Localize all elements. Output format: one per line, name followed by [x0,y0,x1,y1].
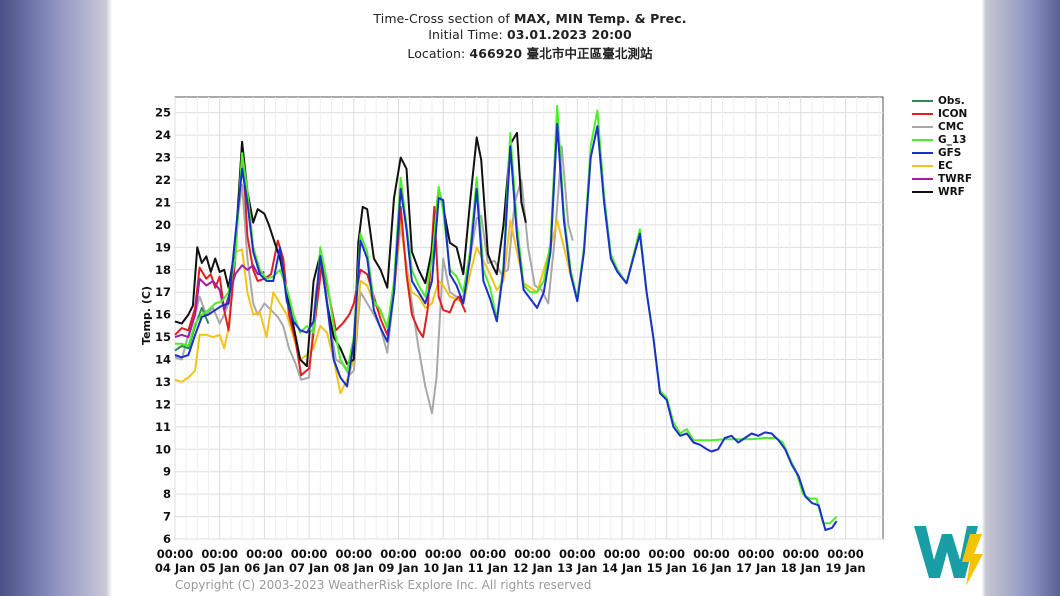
legend-swatch [912,138,933,141]
legend-label: GFS [938,146,962,159]
legend-swatch [912,151,933,154]
series-line-icon [174,140,467,377]
x-tick-time: 00:00 [827,547,864,561]
x-tick-date: 15 Jan [647,561,687,575]
x-tick-time: 00:00 [246,547,283,561]
x-tick-time: 00:00 [738,547,775,561]
y-tick-label: 19 [155,240,171,254]
y-tick-label: 22 [155,173,171,187]
y-tick-label: 21 [155,195,171,209]
initial-time-value: 03.01.2023 20:00 [506,27,632,42]
x-tick-date: 11 Jan [468,561,508,575]
location: Location: 466920 臺北市中正區臺北測站 [0,43,1060,62]
weatherrisk-logo-icon [914,526,983,586]
y-tick-label: 25 [155,106,171,120]
x-tick-time: 00:00 [470,547,507,561]
location-value: 466920 臺北市中正區臺北測站 [469,46,653,61]
legend-label: WRF [938,186,965,199]
legend-label: G_13 [938,133,967,146]
logo-bolt-shape [962,534,983,586]
legend-item: TWRF [912,173,972,186]
legend-item: EC [912,159,972,172]
x-tick-date: 16 Jan [691,561,731,575]
y-tick-label: 20 [155,218,171,232]
x-tick-time: 00:00 [335,547,372,561]
title-bold: MAX, MIN Temp. & Prec. [513,11,687,26]
x-tick-date: 08 Jan [334,561,374,575]
legend: Obs. ICON CMC G_13 GFS EC TWRF WRF [912,94,972,199]
y-tick-label: 12 [155,397,171,411]
legend-item: Obs. [912,94,972,107]
legend-item: WRF [912,186,972,199]
y-tick-label: 13 [155,375,171,389]
y-tick-label: 23 [155,151,171,165]
y-tick-label: 18 [155,263,171,277]
x-tick-date: 05 Jan [200,561,240,575]
series-line-wrf [174,131,527,368]
x-tick-date: 10 Jan [423,561,463,575]
x-tick-time: 00:00 [693,547,730,561]
initial-time: Initial Time: 03.01.2023 20:00 [0,27,1060,42]
x-tick-date: 17 Jan [736,561,776,575]
y-tick-label: 7 [163,510,171,524]
x-tick-date: 07 Jan [289,561,329,575]
legend-swatch [912,191,933,194]
logo-w-shape [914,526,978,578]
y-tick-label: 6 [163,532,171,546]
x-tick-time: 00:00 [425,547,462,561]
x-tick-time: 00:00 [514,547,551,561]
legend-label: EC [938,160,953,173]
legend-swatch [912,165,933,168]
y-tick-label: 8 [163,487,171,501]
y-axis-label: Temp. (C) [140,286,153,345]
x-tick-time: 00:00 [559,547,596,561]
x-tick-date: 14 Jan [602,561,642,575]
x-tick-date: 09 Jan [378,561,418,575]
x-tick-date: 06 Jan [244,561,284,575]
x-tick-date: 19 Jan [825,561,865,575]
y-tick-label: 17 [155,285,171,299]
legend-item: G_13 [912,133,972,146]
y-tick-label: 15 [155,330,171,344]
legend-item: CMC [912,120,972,133]
location-prefix: Location: [407,46,470,61]
legend-swatch [912,125,933,128]
y-tick-label: 9 [163,465,171,479]
copyright-text: Copyright (C) 2003-2023 WeatherRisk Expl… [175,578,592,592]
legend-swatch [912,112,933,115]
series-lines [174,105,838,531]
initial-time-prefix: Initial Time: [428,27,507,42]
x-tick-date: 13 Jan [557,561,597,575]
y-tick-label: 11 [155,420,171,434]
legend-label: ICON [938,107,968,120]
title-prefix: Time-Cross section of [373,11,514,26]
series-line-gfs [174,122,838,531]
legend-label: TWRF [938,173,973,186]
x-tick-date: 04 Jan [155,561,195,575]
y-tick-label: 16 [155,308,171,322]
x-tick-time: 00:00 [604,547,641,561]
legend-swatch [912,178,933,181]
x-tick-time: 00:00 [157,547,194,561]
plot-area [174,96,884,540]
y-tick-labels: 6 7 8 9 10 11 12 13 14 15 16 17 18 19 20 21 22 23 24 25 [155,106,171,546]
legend-item: ICON [912,107,972,120]
legend-label: Obs. [938,94,965,107]
y-tick-label: 14 [155,353,171,367]
x-tick-time: 00:00 [380,547,417,561]
y-tick-label: 10 [155,442,171,456]
x-tick-time: 00:00 [201,547,238,561]
chart-title: Time-Cross section of MAX, MIN Temp. & P… [0,11,1060,26]
y-tick-label: 24 [155,128,171,142]
x-tick-time: 00:00 [291,547,328,561]
x-tick-time: 00:00 [648,547,685,561]
legend-item: GFS [912,146,972,159]
x-tick-date: 12 Jan [512,561,552,575]
x-tick-date: 18 Jan [781,561,821,575]
legend-swatch [912,99,933,102]
legend-label: CMC [938,120,964,133]
x-tick-time: 00:00 [782,547,819,561]
